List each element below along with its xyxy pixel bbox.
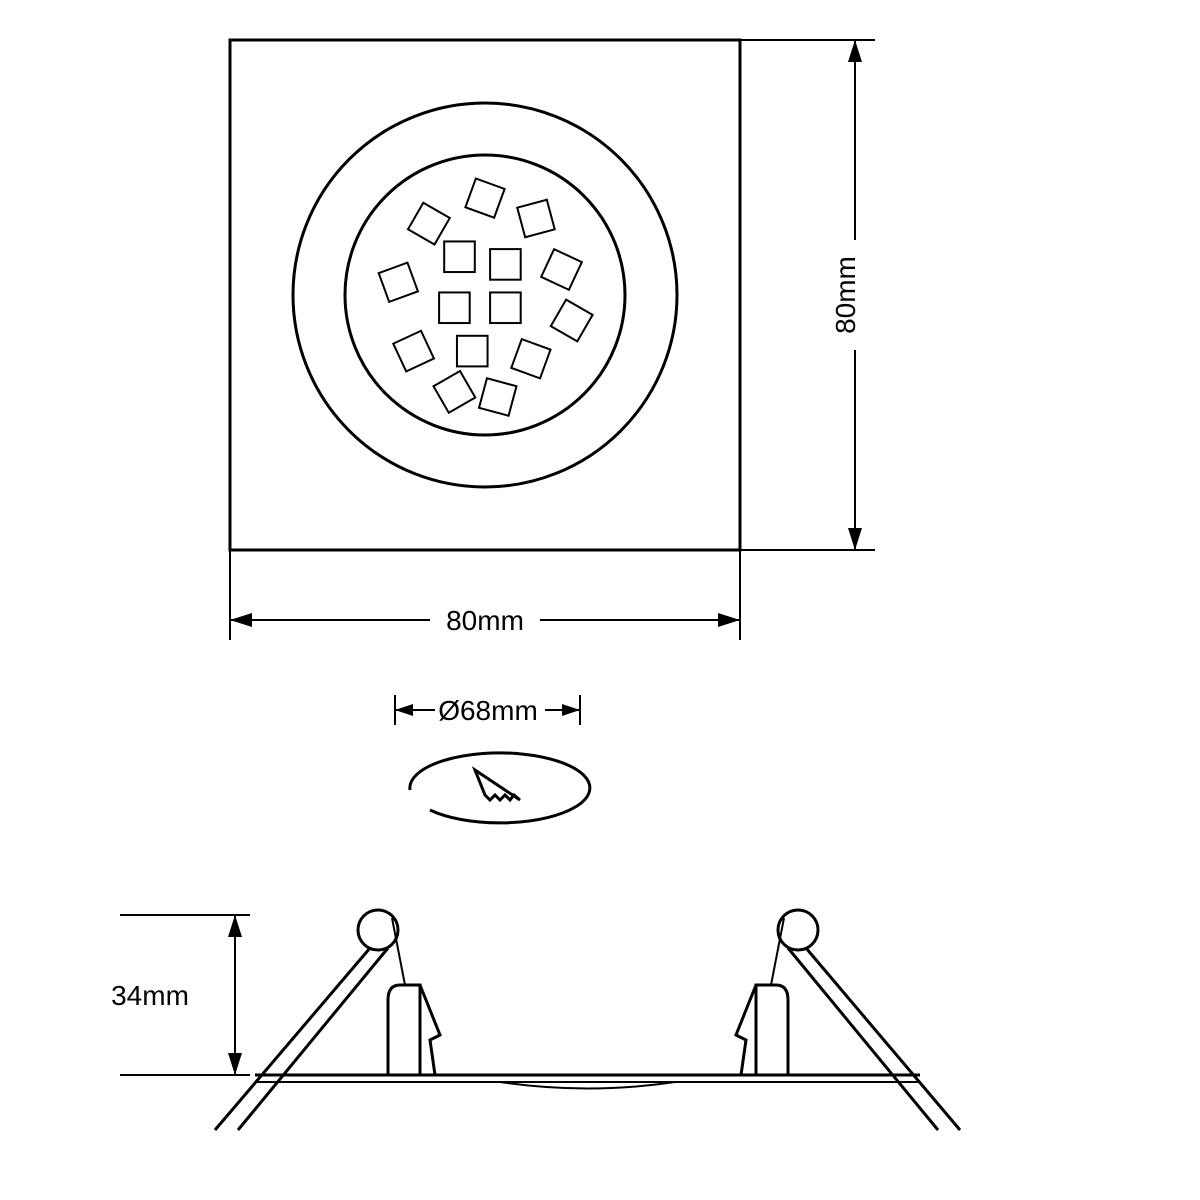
led-chip bbox=[433, 371, 475, 413]
dim-cutout: Ø68mm bbox=[395, 693, 580, 726]
led-chip bbox=[444, 241, 475, 272]
hole-saw-icon bbox=[410, 753, 590, 823]
led-chip bbox=[511, 339, 550, 378]
led-chip bbox=[541, 249, 582, 290]
square-face bbox=[230, 40, 740, 550]
technical-drawing: 80mm 80mm Ø68mm bbox=[0, 0, 1200, 1200]
dim-width: 80mm bbox=[230, 550, 740, 640]
top-view: 80mm 80mm bbox=[230, 40, 875, 640]
dim-height-label: 80mm bbox=[830, 256, 861, 334]
led-chip bbox=[439, 292, 470, 323]
led-chip bbox=[465, 178, 504, 217]
led-chip bbox=[408, 203, 450, 245]
led-chip bbox=[551, 300, 593, 342]
dim-height: 80mm bbox=[740, 40, 875, 550]
dim-cutout-label: Ø68mm bbox=[438, 695, 538, 726]
dim-depth: 34mm bbox=[111, 915, 250, 1075]
cutout-indicator: Ø68mm bbox=[395, 693, 590, 823]
led-chips bbox=[379, 178, 593, 415]
led-chip bbox=[457, 336, 488, 367]
dim-depth-label: 34mm bbox=[111, 980, 189, 1011]
led-chip bbox=[379, 263, 418, 302]
led-chip bbox=[479, 378, 516, 415]
led-chip bbox=[517, 200, 554, 237]
fixture-profile bbox=[215, 910, 960, 1130]
led-chip bbox=[490, 292, 521, 323]
led-chip bbox=[393, 331, 434, 372]
dim-width-label: 80mm bbox=[446, 605, 524, 636]
led-chip bbox=[490, 249, 521, 280]
outer-ring bbox=[293, 103, 677, 487]
side-view: 34mm bbox=[111, 910, 960, 1130]
